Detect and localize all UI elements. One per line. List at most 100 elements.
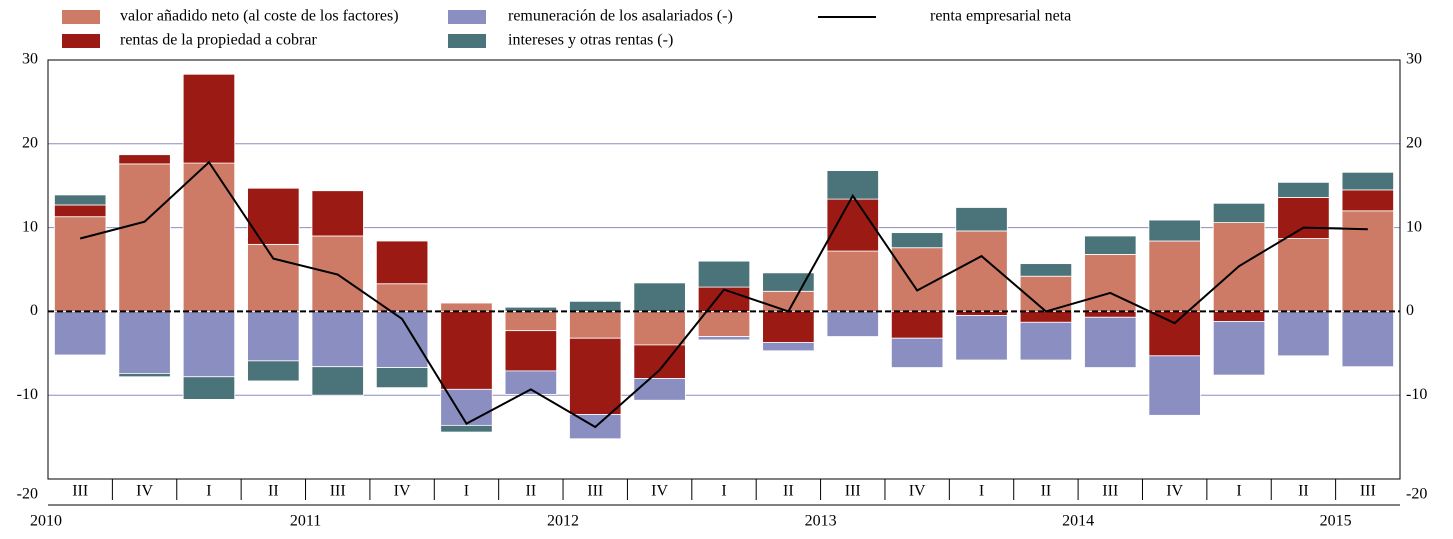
bar-segment bbox=[1341, 171, 1394, 191]
legend-swatch bbox=[448, 10, 486, 24]
y-tick-label: 30 bbox=[22, 51, 38, 68]
bar-segment bbox=[504, 330, 558, 372]
bar-segment bbox=[311, 310, 364, 368]
bar-segment bbox=[1277, 238, 1330, 312]
bar-segment bbox=[1148, 355, 1201, 416]
bar-segment bbox=[826, 198, 879, 252]
legend-swatch bbox=[62, 10, 100, 24]
legend-label: rentas de la propiedad a cobrar bbox=[120, 32, 317, 49]
bar-segment bbox=[1341, 189, 1394, 212]
x-tick-label: II bbox=[1041, 483, 1052, 500]
bar-segment bbox=[826, 310, 879, 337]
bar-segment bbox=[118, 163, 171, 312]
legend-label: intereses y otras rentas (-) bbox=[508, 32, 673, 49]
bar-segment bbox=[697, 260, 751, 288]
bar-segment bbox=[118, 154, 171, 165]
x-tick-label: III bbox=[1360, 483, 1376, 500]
x-tick-label: I bbox=[1236, 483, 1241, 500]
bar-segment bbox=[182, 376, 236, 400]
bar-segment bbox=[955, 310, 1008, 316]
bar-segment bbox=[762, 310, 815, 343]
bar-segment bbox=[1212, 310, 1266, 322]
bar-segment bbox=[1148, 219, 1201, 242]
bar-segment bbox=[311, 190, 364, 237]
y-tick-label: 20 bbox=[22, 134, 38, 151]
bar-segment bbox=[1341, 310, 1394, 368]
year-label: 2011 bbox=[290, 513, 321, 530]
bar-segment bbox=[633, 378, 686, 401]
x-tick-label: II bbox=[268, 483, 279, 500]
bar-segment bbox=[826, 250, 879, 312]
x-tick-label: II bbox=[783, 483, 794, 500]
bar-segment bbox=[1277, 197, 1330, 239]
x-tick-label: IV bbox=[1166, 483, 1183, 500]
bar-segment bbox=[1148, 240, 1201, 312]
x-tick-label: III bbox=[1102, 483, 1118, 500]
x-tick-label: I bbox=[206, 483, 211, 500]
year-label: 2013 bbox=[805, 513, 837, 530]
x-tick-label: III bbox=[587, 483, 603, 500]
bar-segment bbox=[569, 337, 622, 415]
bar-segment bbox=[955, 315, 1008, 361]
y2-tick-label: -20 bbox=[1406, 486, 1427, 503]
bar-segment bbox=[633, 282, 686, 312]
bar-segment bbox=[762, 290, 815, 312]
bar-segment bbox=[1277, 181, 1330, 198]
x-tick-label: I bbox=[721, 483, 726, 500]
bar-segment bbox=[54, 194, 107, 206]
bar-segment bbox=[955, 207, 1008, 232]
bar-segment bbox=[1212, 202, 1266, 223]
bar-segment bbox=[440, 302, 493, 312]
x-tick-label: IV bbox=[651, 483, 668, 500]
bar-segment bbox=[118, 310, 171, 374]
bar-segment bbox=[54, 310, 107, 356]
bar-segment bbox=[247, 360, 300, 382]
plot-frame bbox=[47, 59, 1401, 480]
bar-segment bbox=[1084, 254, 1137, 312]
bar-segment bbox=[375, 367, 429, 389]
x-tick-label: II bbox=[526, 483, 537, 500]
y2-tick-label: 30 bbox=[1406, 51, 1422, 68]
bar-segment bbox=[697, 310, 751, 337]
bar-segment bbox=[1212, 321, 1266, 376]
bar-segment bbox=[1084, 316, 1137, 368]
bar-segment bbox=[1277, 310, 1330, 357]
bar-segment bbox=[1019, 321, 1073, 361]
year-label: 2014 bbox=[1062, 513, 1094, 530]
x-tick-label: I bbox=[464, 483, 469, 500]
bar-segment bbox=[1341, 210, 1394, 312]
x-tick-label: IV bbox=[394, 483, 411, 500]
bar-segment bbox=[890, 232, 944, 249]
bar-segment bbox=[569, 310, 622, 339]
bar-segment bbox=[247, 243, 300, 312]
bar-segment bbox=[311, 366, 364, 396]
y2-tick-label: -10 bbox=[1406, 386, 1427, 403]
x-tick-label: III bbox=[330, 483, 346, 500]
bar-segment bbox=[182, 310, 236, 378]
x-tick-label: II bbox=[1298, 483, 1309, 500]
bar-segment bbox=[182, 162, 236, 312]
year-label: 2012 bbox=[547, 513, 579, 530]
bar-segment bbox=[54, 204, 107, 218]
bar-segment bbox=[697, 336, 751, 341]
bar-segment bbox=[247, 310, 300, 362]
legend-label: remuneración de los asalariados (-) bbox=[508, 8, 733, 25]
bar-segment bbox=[504, 370, 558, 395]
y-tick-label: -10 bbox=[17, 386, 38, 403]
bar-segment bbox=[440, 310, 493, 390]
bar-segment bbox=[54, 216, 107, 312]
x-tick-label: III bbox=[845, 483, 861, 500]
bar-segment bbox=[1019, 263, 1073, 277]
bar-segment bbox=[182, 73, 236, 164]
bar-segment bbox=[504, 310, 558, 332]
bar-segment bbox=[375, 240, 429, 285]
bar-segment bbox=[890, 310, 944, 339]
year-label: 2010 bbox=[30, 513, 62, 530]
bar-segment bbox=[890, 247, 944, 312]
x-tick-label: III bbox=[72, 483, 88, 500]
year-label: 2015 bbox=[1320, 513, 1352, 530]
bar-segment bbox=[1148, 310, 1201, 357]
y2-tick-label: 10 bbox=[1406, 218, 1422, 235]
bar-segment bbox=[1212, 222, 1266, 312]
bar-segment bbox=[633, 344, 686, 379]
